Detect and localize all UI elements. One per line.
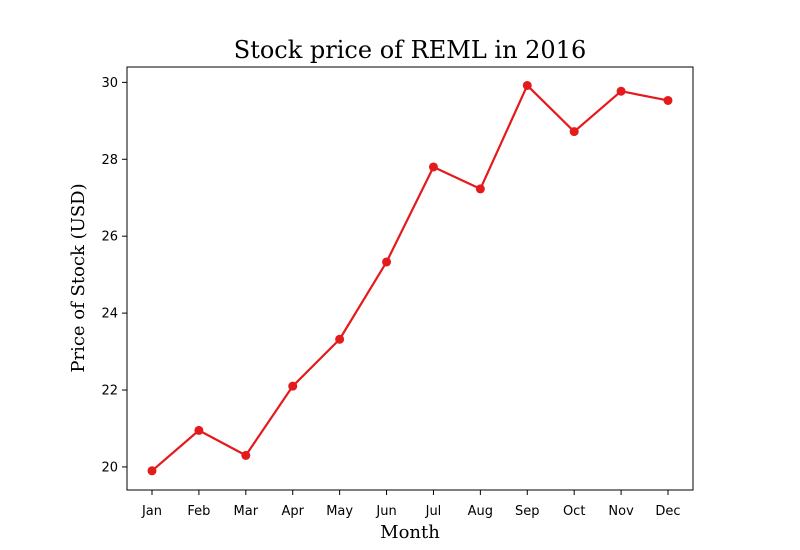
series-line [151,84,669,472]
x-tick-label: Jun [375,504,396,519]
x-tick-label: Apr [281,504,304,519]
chart-title: Stock price of REML in 2016 [234,36,586,64]
data-point-apr [288,381,298,391]
y-tick-label: 24 [101,307,118,322]
x-tick-label: Dec [655,504,680,519]
y-tick-label: 20 [101,460,118,475]
data-point-may [335,334,345,344]
data-point-jun [382,257,392,267]
y-axis-label: Price of Stock (USD) [68,183,89,372]
y-tick-label: 30 [101,76,118,91]
y-tick-label: 28 [101,153,118,168]
data-point-mar [241,450,251,460]
x-tick-label: May [326,504,353,519]
data-point-oct [569,127,579,137]
x-tick-label: Nov [608,504,634,519]
data-point-aug [475,184,485,194]
series-points [147,80,673,476]
x-tick-label: Feb [187,504,210,519]
x-axis: Jan Feb Mar Apr May Jun Jul Aug Sep Oct Nov Dec [141,490,681,519]
data-point-sep [522,80,532,90]
y-tick-label: 22 [101,384,118,399]
y-axis: 20 22 24 26 28 30 [101,76,127,475]
x-tick-label: Oct [563,504,585,519]
x-tick-label: Mar [234,504,259,519]
data-point-nov [616,86,626,96]
x-tick-label: Jul [425,504,442,519]
data-point-dec [663,95,673,105]
data-point-feb [194,425,204,435]
data-point-jan [147,466,157,476]
plot-area-frame [126,66,694,491]
x-tick-label: Aug [468,504,493,519]
data-point-jul [428,162,438,172]
x-axis-label: Month [380,522,440,543]
x-tick-label: Sep [515,504,540,519]
y-tick-label: 26 [101,230,118,245]
x-tick-label: Jan [141,504,162,519]
